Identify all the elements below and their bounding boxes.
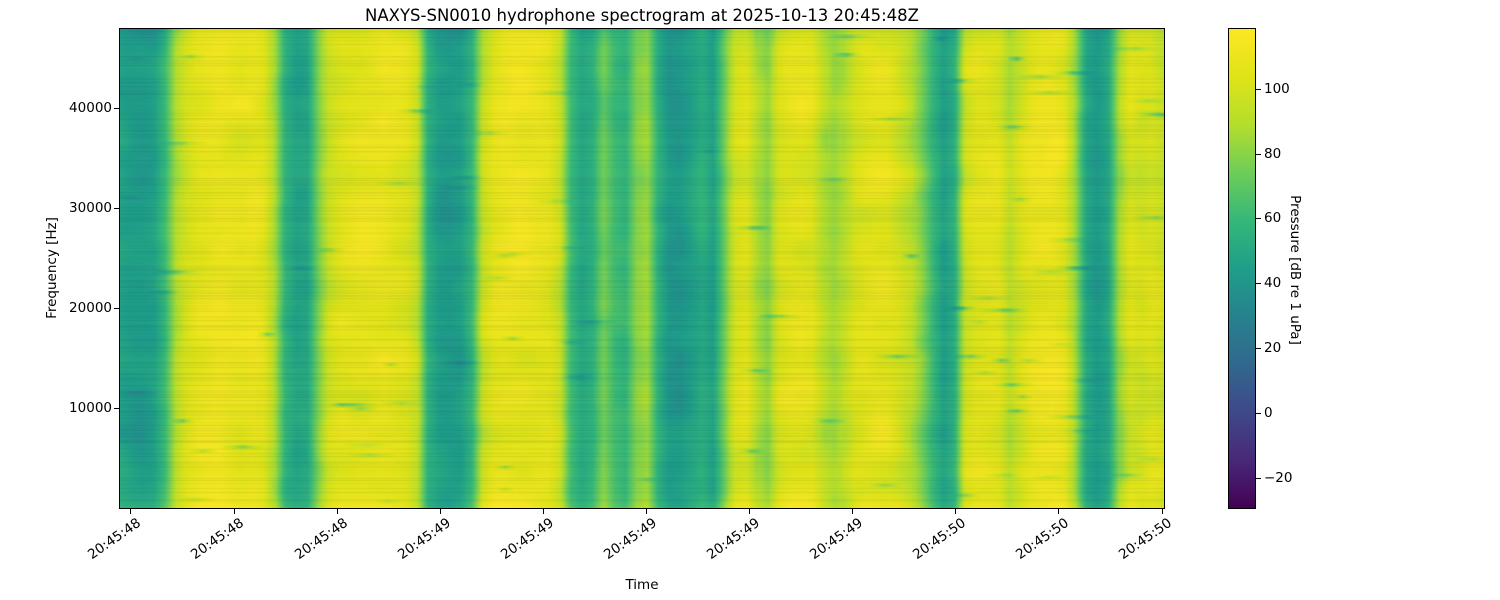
x-tick-mark [1161, 509, 1163, 514]
x-tick-mark [645, 509, 647, 514]
colorbar-tick-label: 100 [1264, 80, 1290, 97]
colorbar-tick-label: 80 [1264, 145, 1282, 162]
x-axis-label: Time [625, 577, 659, 593]
colorbar-tick-mark [1256, 348, 1261, 350]
x-tick-label: 20:45:50 [910, 515, 969, 563]
plot-area [119, 28, 1165, 509]
colorbar-tick-mark [1256, 218, 1261, 220]
colorbar-tick-mark [1256, 283, 1261, 285]
x-tick-mark [130, 509, 132, 514]
x-tick-label: 20:45:49 [394, 515, 454, 563]
x-tick-mark [336, 509, 338, 514]
colorbar-tick-label: 0 [1264, 405, 1273, 422]
colorbar [1228, 28, 1256, 509]
colorbar-tick-mark [1256, 153, 1261, 155]
chart-title: NAXYS-SN0010 hydrophone spectrogram at 2… [365, 6, 919, 25]
y-tick-label: 40000 [69, 100, 112, 117]
x-tick-label: 20:45:49 [497, 515, 557, 563]
x-tick-label: 20:45:49 [703, 515, 763, 563]
x-tick-label: 20:45:48 [188, 515, 248, 563]
x-tick-mark [439, 509, 441, 514]
x-tick-mark [852, 509, 854, 514]
colorbar-tick-label: −20 [1264, 470, 1293, 487]
x-tick-label: 20:45:50 [1116, 515, 1176, 563]
x-tick-mark [749, 509, 751, 514]
y-tick-label: 20000 [69, 299, 112, 316]
colorbar-tick-mark [1256, 478, 1261, 480]
x-tick-label: 20:45:48 [85, 515, 145, 563]
colorbar-tick-label: 20 [1264, 340, 1282, 357]
y-tick-label: 30000 [69, 200, 112, 217]
x-tick-mark [542, 509, 544, 514]
spectrogram-image [120, 29, 1164, 508]
colorbar-tick-mark [1256, 413, 1261, 415]
colorbar-tick-mark [1256, 88, 1261, 90]
x-tick-label: 20:45:48 [291, 515, 351, 563]
x-tick-mark [233, 509, 235, 514]
y-tick-mark [114, 108, 119, 110]
colorbar-tick-label: 40 [1264, 275, 1282, 292]
x-tick-label: 20:45:50 [1013, 515, 1073, 563]
colorbar-label: Pressure [dB re 1 uPa] [1287, 195, 1303, 345]
colorbar-gradient [1229, 29, 1255, 508]
y-tick-mark [114, 307, 119, 309]
y-tick-mark [114, 407, 119, 409]
x-tick-mark [955, 509, 957, 514]
colorbar-tick-label: 60 [1264, 210, 1282, 227]
x-tick-label: 20:45:49 [600, 515, 660, 563]
x-tick-mark [1058, 509, 1060, 514]
x-tick-label: 20:45:49 [807, 515, 866, 563]
y-tick-label: 10000 [69, 399, 112, 416]
y-tick-mark [114, 208, 119, 210]
